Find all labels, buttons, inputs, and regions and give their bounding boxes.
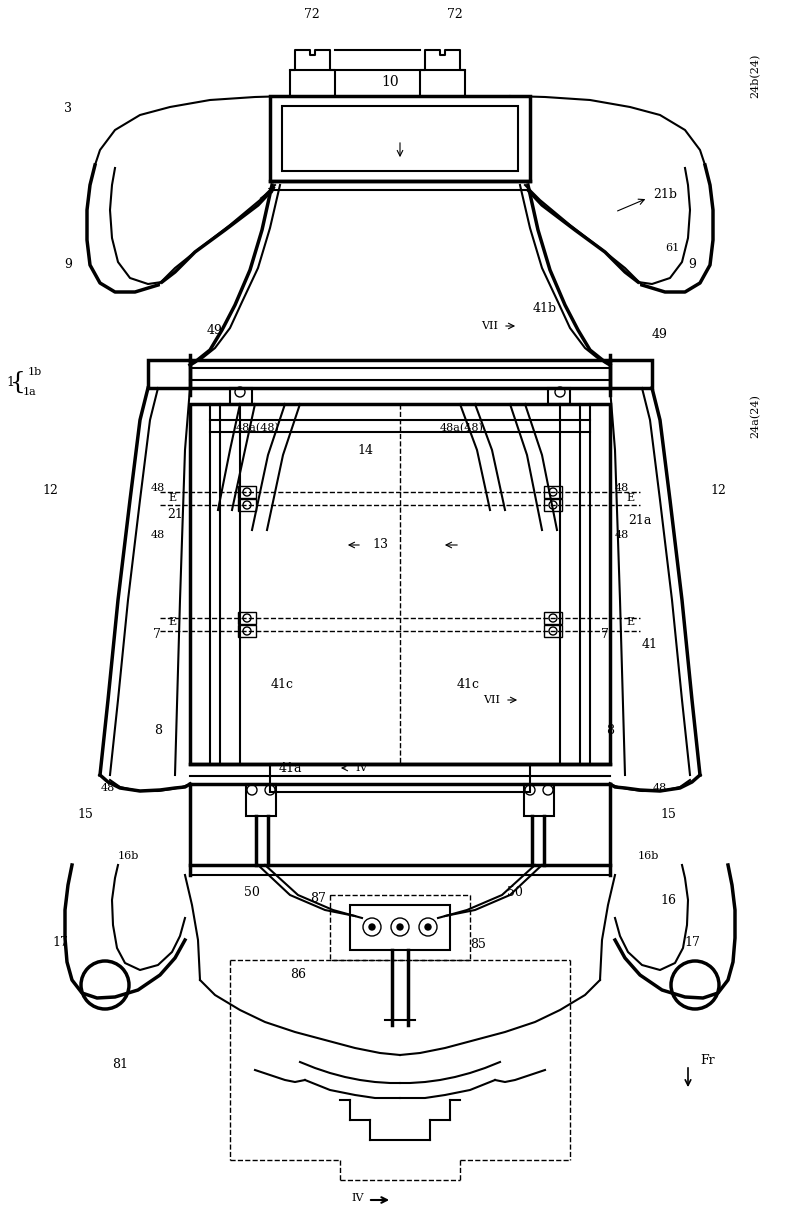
Bar: [270, 764, 530, 792]
Bar: [610, 361, 652, 389]
Text: 12: 12: [710, 484, 726, 497]
Text: 48: 48: [653, 783, 667, 793]
Text: {: {: [10, 370, 26, 393]
Bar: [230, 389, 252, 404]
Text: 86: 86: [290, 968, 306, 982]
Text: 41: 41: [642, 638, 658, 652]
Text: 61: 61: [665, 244, 679, 253]
Text: 41c: 41c: [457, 678, 479, 692]
Text: 8: 8: [606, 723, 614, 737]
Text: 16: 16: [660, 894, 676, 906]
Text: 1b: 1b: [28, 367, 42, 378]
Bar: [238, 499, 256, 512]
Text: 48a(48): 48a(48): [440, 423, 484, 434]
Text: 72: 72: [447, 7, 463, 21]
Text: 41c: 41c: [270, 678, 294, 692]
Bar: [238, 486, 256, 498]
Text: 87: 87: [310, 892, 326, 905]
Text: VII: VII: [483, 695, 501, 705]
Text: 15: 15: [77, 809, 93, 821]
Text: 50: 50: [507, 887, 523, 900]
Text: 14: 14: [357, 443, 373, 457]
Text: 9: 9: [688, 258, 696, 272]
Bar: [544, 486, 562, 498]
Text: 81: 81: [112, 1058, 128, 1072]
Circle shape: [397, 924, 403, 931]
Text: IV: IV: [352, 1192, 364, 1203]
Text: 8: 8: [154, 723, 162, 737]
Text: 21: 21: [167, 508, 183, 521]
Text: 1a: 1a: [23, 387, 37, 397]
Bar: [238, 611, 256, 624]
Bar: [246, 784, 276, 816]
Text: 15: 15: [660, 809, 676, 821]
Bar: [544, 499, 562, 512]
Circle shape: [425, 924, 431, 931]
Text: E: E: [168, 618, 176, 627]
Bar: [270, 96, 530, 181]
Text: 48: 48: [615, 530, 629, 540]
Text: 17: 17: [52, 935, 68, 949]
Text: E: E: [626, 493, 634, 503]
Bar: [238, 625, 256, 637]
Bar: [544, 611, 562, 624]
Text: 9: 9: [64, 258, 72, 272]
Text: E: E: [626, 618, 634, 627]
Bar: [330, 895, 470, 960]
Text: 1: 1: [6, 375, 14, 389]
Text: 48: 48: [615, 484, 629, 493]
Text: IV: IV: [356, 762, 368, 773]
Text: 48: 48: [151, 530, 165, 540]
Text: 16b: 16b: [118, 851, 138, 861]
Text: 50: 50: [244, 887, 260, 900]
Text: 85: 85: [470, 939, 486, 951]
Text: 48: 48: [151, 484, 165, 493]
Text: 3: 3: [64, 101, 72, 114]
Bar: [282, 106, 518, 171]
Text: Fr: Fr: [700, 1054, 714, 1067]
Text: 41a: 41a: [278, 761, 302, 775]
Text: 16b: 16b: [638, 851, 658, 861]
Text: 21b: 21b: [653, 189, 677, 201]
Bar: [148, 361, 190, 389]
Text: 49: 49: [207, 324, 223, 336]
Circle shape: [369, 924, 375, 931]
Text: 10: 10: [381, 76, 399, 89]
Text: 49: 49: [652, 329, 668, 341]
Bar: [524, 784, 554, 816]
Bar: [190, 404, 610, 764]
Bar: [350, 905, 450, 950]
Text: 41b: 41b: [533, 302, 557, 314]
Text: 72: 72: [304, 7, 320, 21]
Text: 48a(48): 48a(48): [236, 423, 280, 434]
Bar: [544, 625, 562, 637]
Text: 17: 17: [684, 935, 700, 949]
Text: 13: 13: [372, 538, 388, 552]
Text: 7: 7: [601, 628, 609, 642]
Text: 12: 12: [42, 484, 58, 497]
Text: 24b(24): 24b(24): [750, 54, 760, 97]
Text: 7: 7: [153, 628, 161, 642]
Text: E: E: [168, 493, 176, 503]
Text: 24a(24): 24a(24): [750, 395, 760, 438]
Bar: [548, 389, 570, 404]
Text: 48: 48: [101, 783, 115, 793]
Text: 21a: 21a: [628, 514, 652, 526]
Text: VII: VII: [482, 322, 498, 331]
